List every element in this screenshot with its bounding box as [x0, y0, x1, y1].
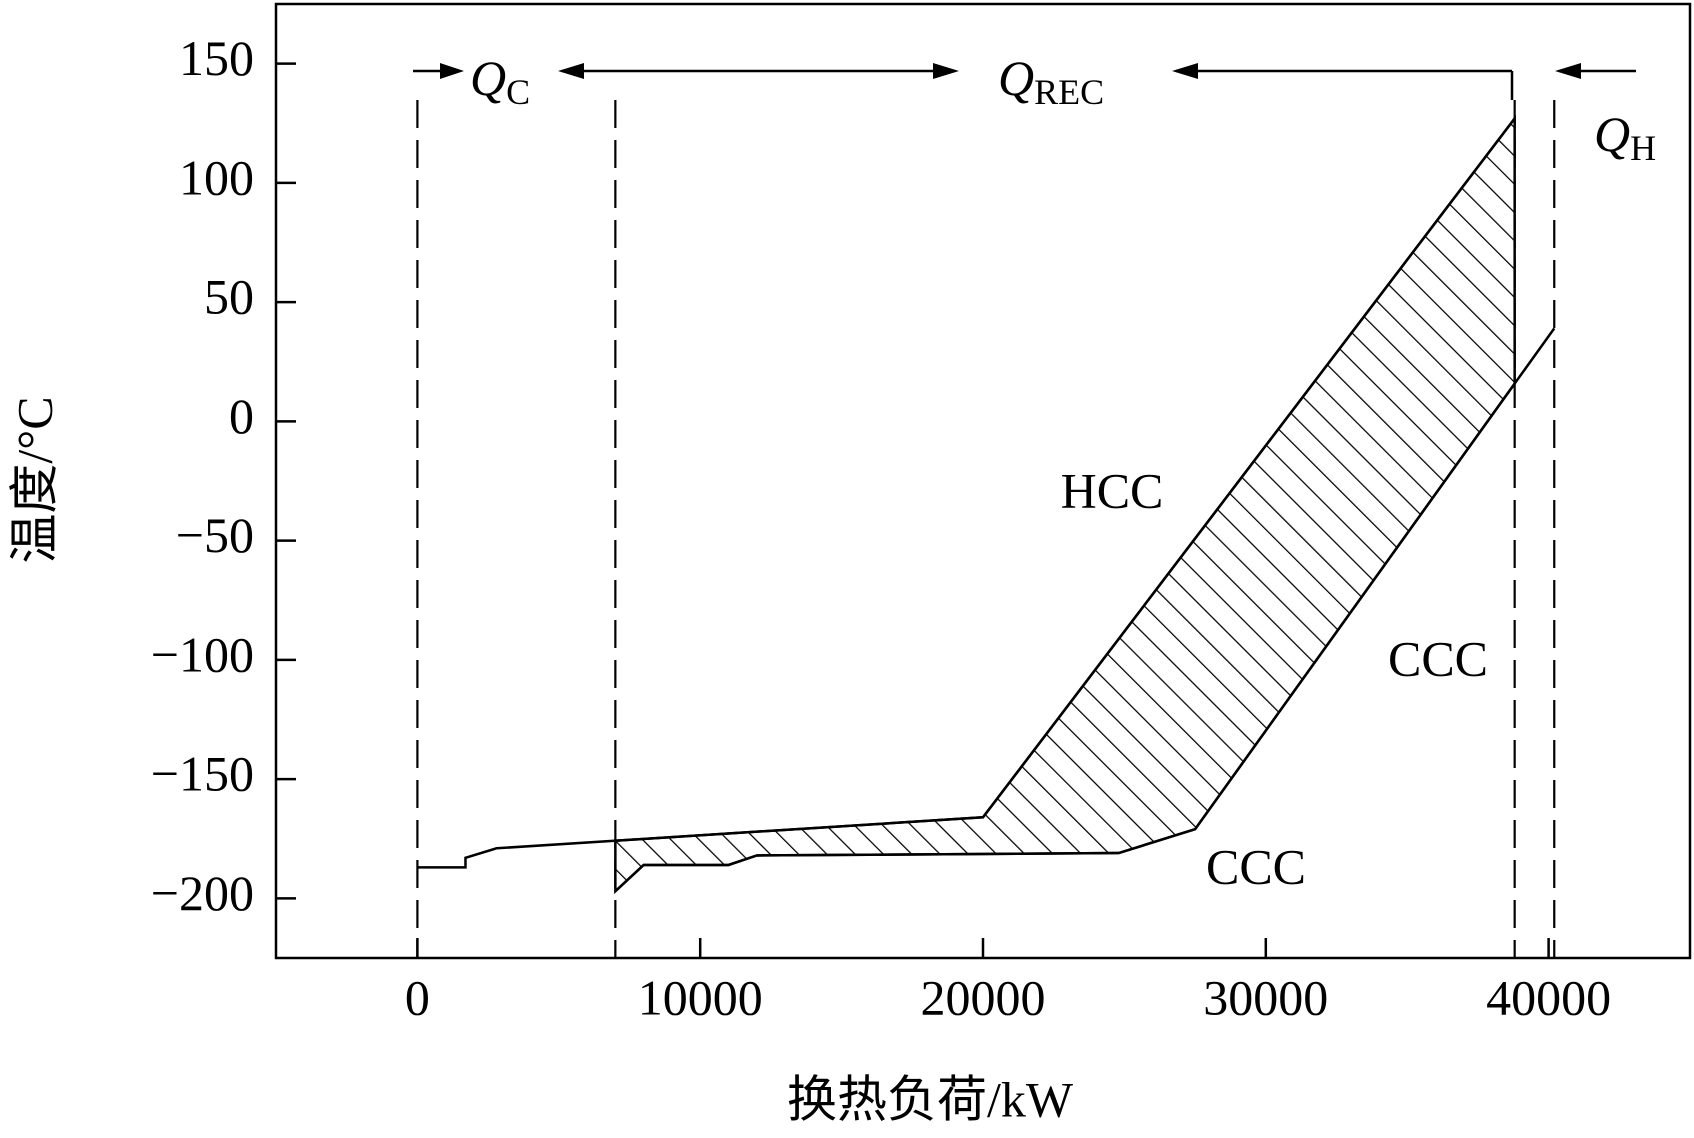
curve-label: CCC: [1388, 630, 1488, 686]
y-tick-label: −50: [176, 507, 254, 563]
q-label: QH: [1594, 106, 1656, 168]
x-tick-label: 0: [405, 969, 430, 1025]
curve: [614, 327, 1556, 893]
curve-label: CCC: [1206, 838, 1306, 894]
x-tick-label: 20000: [921, 969, 1046, 1025]
arrows: [413, 63, 1636, 100]
y-tick-label: 150: [179, 30, 254, 86]
x-tick-label: 30000: [1203, 969, 1328, 1025]
x-tick-label: 10000: [638, 969, 763, 1025]
x-tick-label: 40000: [1486, 969, 1611, 1025]
q-label: QC: [470, 50, 530, 112]
y-tick-label: −150: [151, 746, 254, 802]
plot-frame: [274, 2, 1692, 960]
y-axis-title: 温度/°C: [6, 396, 62, 563]
y-tick-label: −100: [151, 626, 254, 682]
curve-label: HCC: [1061, 462, 1164, 518]
y-tick-label: 50: [204, 269, 254, 325]
y-tick-label: −200: [151, 865, 254, 921]
x-axis-title: 换热负荷/kW: [787, 1071, 1074, 1127]
y-tick-label: 100: [179, 149, 254, 205]
curve: [417, 117, 1516, 869]
y-tick-label: 0: [229, 388, 254, 444]
q-label: QREC: [998, 50, 1104, 112]
